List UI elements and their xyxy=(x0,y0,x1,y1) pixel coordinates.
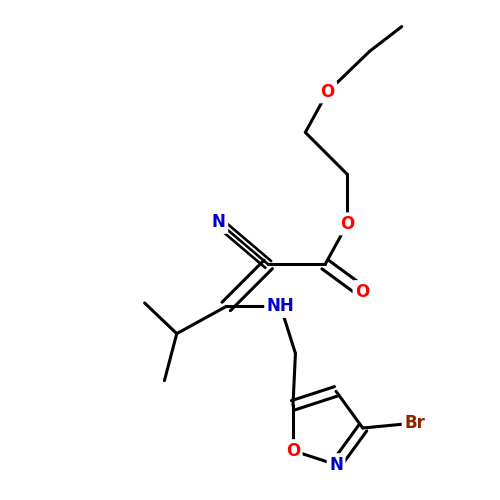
Text: Br: Br xyxy=(404,414,425,432)
Text: N: N xyxy=(212,214,226,232)
Text: O: O xyxy=(286,442,300,460)
Text: O: O xyxy=(340,215,354,233)
Text: O: O xyxy=(320,83,334,101)
Text: N: N xyxy=(329,456,343,473)
Text: O: O xyxy=(355,282,370,300)
Text: NH: NH xyxy=(266,298,294,316)
